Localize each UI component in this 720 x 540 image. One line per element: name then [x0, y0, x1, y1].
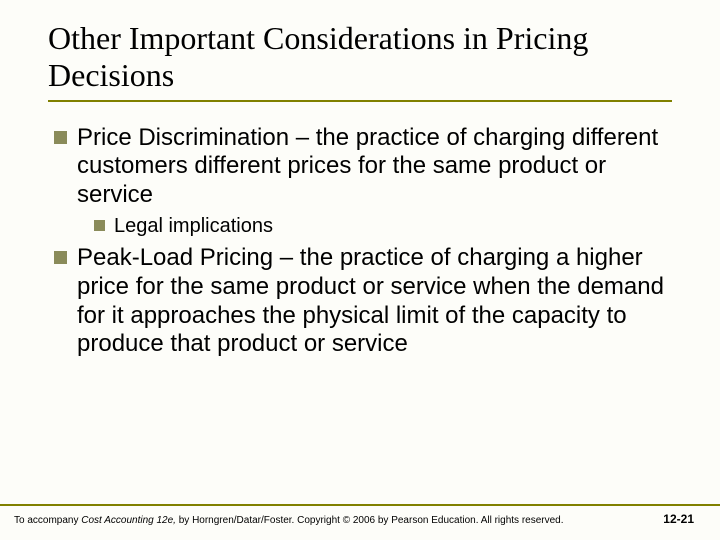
footer-text: To accompany Cost Accounting 12e, by Hor…: [14, 512, 702, 526]
slide-footer: To accompany Cost Accounting 12e, by Hor…: [0, 512, 720, 526]
footer-prefix: To accompany: [14, 515, 81, 526]
page-number: 12-21: [663, 512, 702, 526]
square-bullet-icon: [54, 131, 67, 144]
bullet-text: Peak-Load Pricing – the practice of char…: [77, 244, 672, 359]
footer-divider: [0, 504, 720, 506]
square-bullet-icon: [94, 220, 105, 231]
bullet-item: Legal implications: [94, 214, 672, 238]
footer-attribution: To accompany Cost Accounting 12e, by Hor…: [14, 515, 564, 526]
bullet-item: Price Discrimination – the practice of c…: [54, 124, 672, 210]
slide-title: Other Important Considerations in Pricin…: [48, 20, 672, 94]
square-bullet-icon: [54, 251, 67, 264]
slide-content: Price Discrimination – the practice of c…: [48, 124, 672, 360]
bullet-text: Legal implications: [114, 214, 273, 238]
footer-suffix: by Horngren/Datar/Foster. Copyright © 20…: [176, 515, 564, 526]
bullet-item: Peak-Load Pricing – the practice of char…: [54, 244, 672, 359]
title-underline: [48, 100, 672, 102]
bullet-text: Price Discrimination – the practice of c…: [77, 124, 672, 210]
slide: Other Important Considerations in Pricin…: [0, 0, 720, 540]
footer-book-title: Cost Accounting 12e,: [81, 515, 176, 526]
